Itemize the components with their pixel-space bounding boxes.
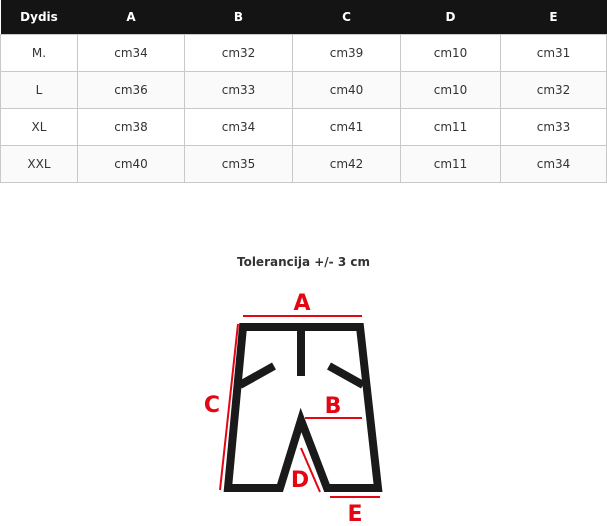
label-e: E [347, 502, 362, 526]
measure-d-line [300, 447, 321, 493]
column-header: A [77, 0, 185, 35]
table-cell: cm39 [292, 34, 401, 72]
table-cell: cm34 [500, 145, 607, 183]
tolerance-note: Tolerancija +/- 3 cm [236, 255, 370, 269]
table-header: Dydis A B C D E [0, 0, 607, 35]
table-cell: cm40 [292, 71, 401, 109]
label-c: C [204, 393, 220, 418]
table-cell: cm11 [400, 145, 501, 183]
table-row: XXL cm40 cm35 cm42 cm11 cm34 [0, 145, 607, 183]
right-pocket [327, 362, 365, 389]
label-b: B [325, 394, 342, 419]
table-cell: cm42 [292, 145, 401, 183]
table-row: M. cm34 cm32 cm39 cm10 cm31 [0, 34, 607, 72]
column-header: B [184, 0, 293, 35]
table-cell: cm41 [292, 108, 401, 146]
table-cell: cm32 [500, 71, 607, 109]
shorts-outline [223, 323, 383, 492]
column-header: C [292, 0, 401, 35]
column-header: Dydis [0, 0, 78, 35]
table-cell: cm10 [400, 34, 501, 72]
label-a: A [293, 291, 310, 316]
table-cell: cm40 [77, 145, 185, 183]
table-cell: cm32 [184, 34, 293, 72]
table-cell: cm34 [184, 108, 293, 146]
table-cell: cm33 [184, 71, 293, 109]
table-cell: cm38 [77, 108, 185, 146]
table-cell: cm34 [77, 34, 185, 72]
table-cell: cm36 [77, 71, 185, 109]
measure-c-line [219, 323, 239, 491]
table-cell: L [0, 71, 78, 109]
left-pocket [238, 362, 276, 389]
table-cell: cm10 [400, 71, 501, 109]
table-cell: XXL [0, 145, 78, 183]
table-cell: cm35 [184, 145, 293, 183]
column-header: E [500, 0, 607, 35]
column-header: D [400, 0, 501, 35]
label-d: D [291, 468, 309, 493]
